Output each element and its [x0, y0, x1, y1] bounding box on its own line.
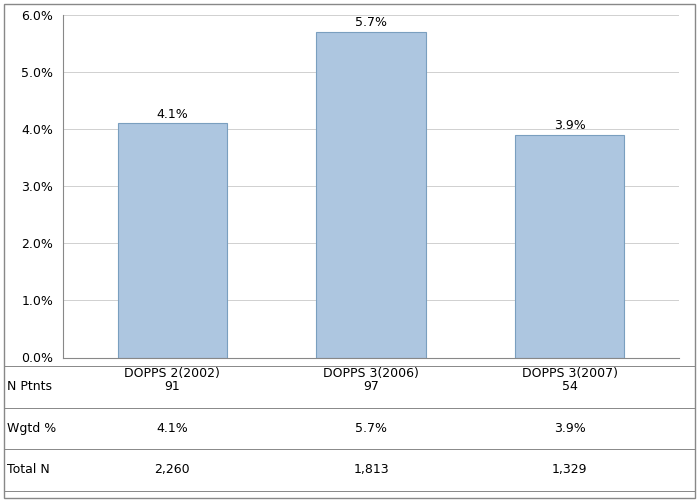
Text: N Ptnts: N Ptnts	[7, 380, 52, 393]
Text: 54: 54	[562, 380, 578, 393]
Bar	[118, 124, 227, 358]
Text: 1,813: 1,813	[354, 463, 388, 476]
Bar	[316, 32, 426, 358]
Text: Total N: Total N	[7, 463, 50, 476]
Text: 2,260: 2,260	[155, 463, 190, 476]
Bar	[515, 135, 624, 358]
Text: 3.9%: 3.9%	[554, 119, 586, 132]
Text: 4.1%: 4.1%	[156, 108, 188, 120]
Text: 1,329: 1,329	[552, 463, 587, 476]
Text: Wgtd %: Wgtd %	[7, 422, 56, 434]
Text: 5.7%: 5.7%	[355, 422, 387, 434]
Text: 3.9%: 3.9%	[554, 422, 586, 434]
Text: 4.1%: 4.1%	[156, 422, 188, 434]
Text: 5.7%: 5.7%	[355, 16, 387, 30]
Text: 97: 97	[363, 380, 379, 393]
Text: 91: 91	[164, 380, 180, 393]
